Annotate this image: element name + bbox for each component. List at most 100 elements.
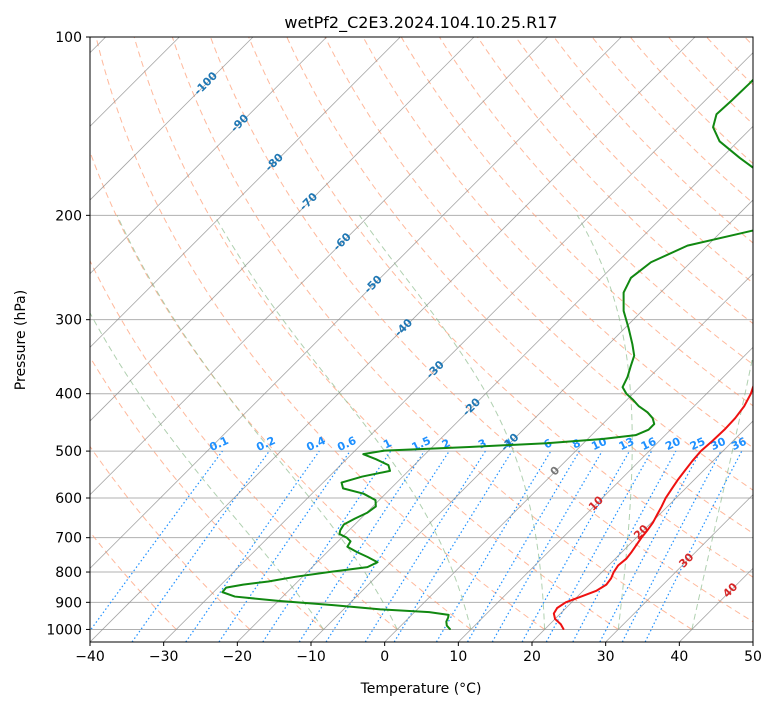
x-tick-label: −30 [149,649,179,665]
dewpoint-point [731,100,732,101]
y-tick-label: 300 [55,313,82,329]
x-tick-label: 10 [449,649,467,665]
dewpoint-point [630,366,631,367]
temperature-point [554,618,555,619]
dewpoint-point [278,600,279,601]
x-tick-label: 20 [523,649,541,665]
dewpoint-point [363,454,364,455]
dewpoint-point [384,450,385,451]
dewpoint-point [389,470,390,471]
dewpoint-point [375,506,376,507]
dewpoint-point [354,518,355,519]
temperature-point [613,571,614,572]
dewpoint-point [738,233,739,234]
temperature-point [700,451,701,452]
dewpoint-point [652,418,653,419]
dewpoint-point [222,592,223,593]
temperature-point [560,624,561,625]
temperature-point [596,590,597,591]
temperature-point [724,429,725,430]
dewpoint-point [377,562,378,563]
temperature-point [671,489,672,490]
dewpoint-point [687,245,688,246]
dewpoint-point [388,465,389,466]
y-tick-label: 800 [55,565,82,581]
dewpoint-point [654,423,655,424]
dewpoint-point [339,533,340,534]
temperature-point [631,551,632,552]
temperature-point [750,393,751,394]
dewpoint-point [342,488,343,489]
dewpoint-point [627,376,628,377]
dewpoint-point [602,438,603,439]
y-tick-label: 1000 [46,622,82,638]
x-axis-label: Temperature (°C) [360,681,482,697]
y-tick-label: 600 [55,491,82,507]
temperature-point [610,578,611,579]
dewpoint-point [375,500,376,501]
dewpoint-point [367,567,368,568]
dewpoint-point [346,537,347,538]
dewpoint-point [295,576,296,577]
temperature-point [617,565,618,566]
dewpoint-point [429,612,430,613]
dewpoint-point [623,292,624,293]
temperature-point [677,480,678,481]
dewpoint-point [748,83,749,84]
temperature-point [641,537,642,538]
dewpoint-point [630,277,631,278]
dewpoint-point [469,446,470,447]
x-tick-label: 0 [380,649,389,665]
y-axis-label: Pressure (hPa) [13,290,29,390]
temperature-point [563,629,564,630]
temperature-point [661,506,662,507]
temperature-point [744,406,745,407]
dewpoint-point [648,429,649,430]
temperature-point [692,461,693,462]
y-tick-label: 900 [55,595,82,611]
dewpoint-point [367,512,368,513]
temperature-point [647,530,648,531]
chart-title: wetPf2_C2E3.2024.104.10.25.R17 [284,13,557,33]
dewpoint-point [628,328,629,329]
temperature-point [557,607,558,608]
temperature-point [565,602,566,603]
dewpoint-point [363,493,364,494]
x-tick-label: 30 [597,649,615,665]
y-tick-label: 700 [55,531,82,547]
temperature-point [553,613,554,614]
dewpoint-point [234,596,235,597]
dewpoint-point [638,406,639,407]
dewpoint-point [446,625,447,626]
dewpoint-point [340,530,341,531]
dewpoint-point [362,476,363,477]
dewpoint-point [448,614,449,615]
temperature-point [712,440,713,441]
dewpoint-point [226,587,227,588]
dewpoint-point [650,262,651,263]
dewpoint-point [367,557,368,558]
temperature-point [636,544,637,545]
x-tick-label: 50 [744,649,762,665]
dewpoint-point [446,621,447,622]
dewpoint-point [341,482,342,483]
dewpoint-point [356,551,357,552]
temperature-point [626,558,627,559]
x-tick-label: 40 [670,649,688,665]
temperature-point [684,470,685,471]
y-tick-label: 500 [55,444,82,460]
y-tick-label: 200 [55,208,82,224]
dewpoint-point [343,524,344,525]
dewpoint-point [626,393,627,394]
dewpoint-point [623,310,624,311]
dewpoint-point [712,127,713,128]
x-tick-label: −40 [75,649,105,665]
y-tick-label: 100 [55,30,82,46]
dewpoint-point [716,114,717,115]
dewpoint-point [329,571,330,572]
dewpoint-point [450,629,451,630]
dewpoint-point [448,617,449,618]
